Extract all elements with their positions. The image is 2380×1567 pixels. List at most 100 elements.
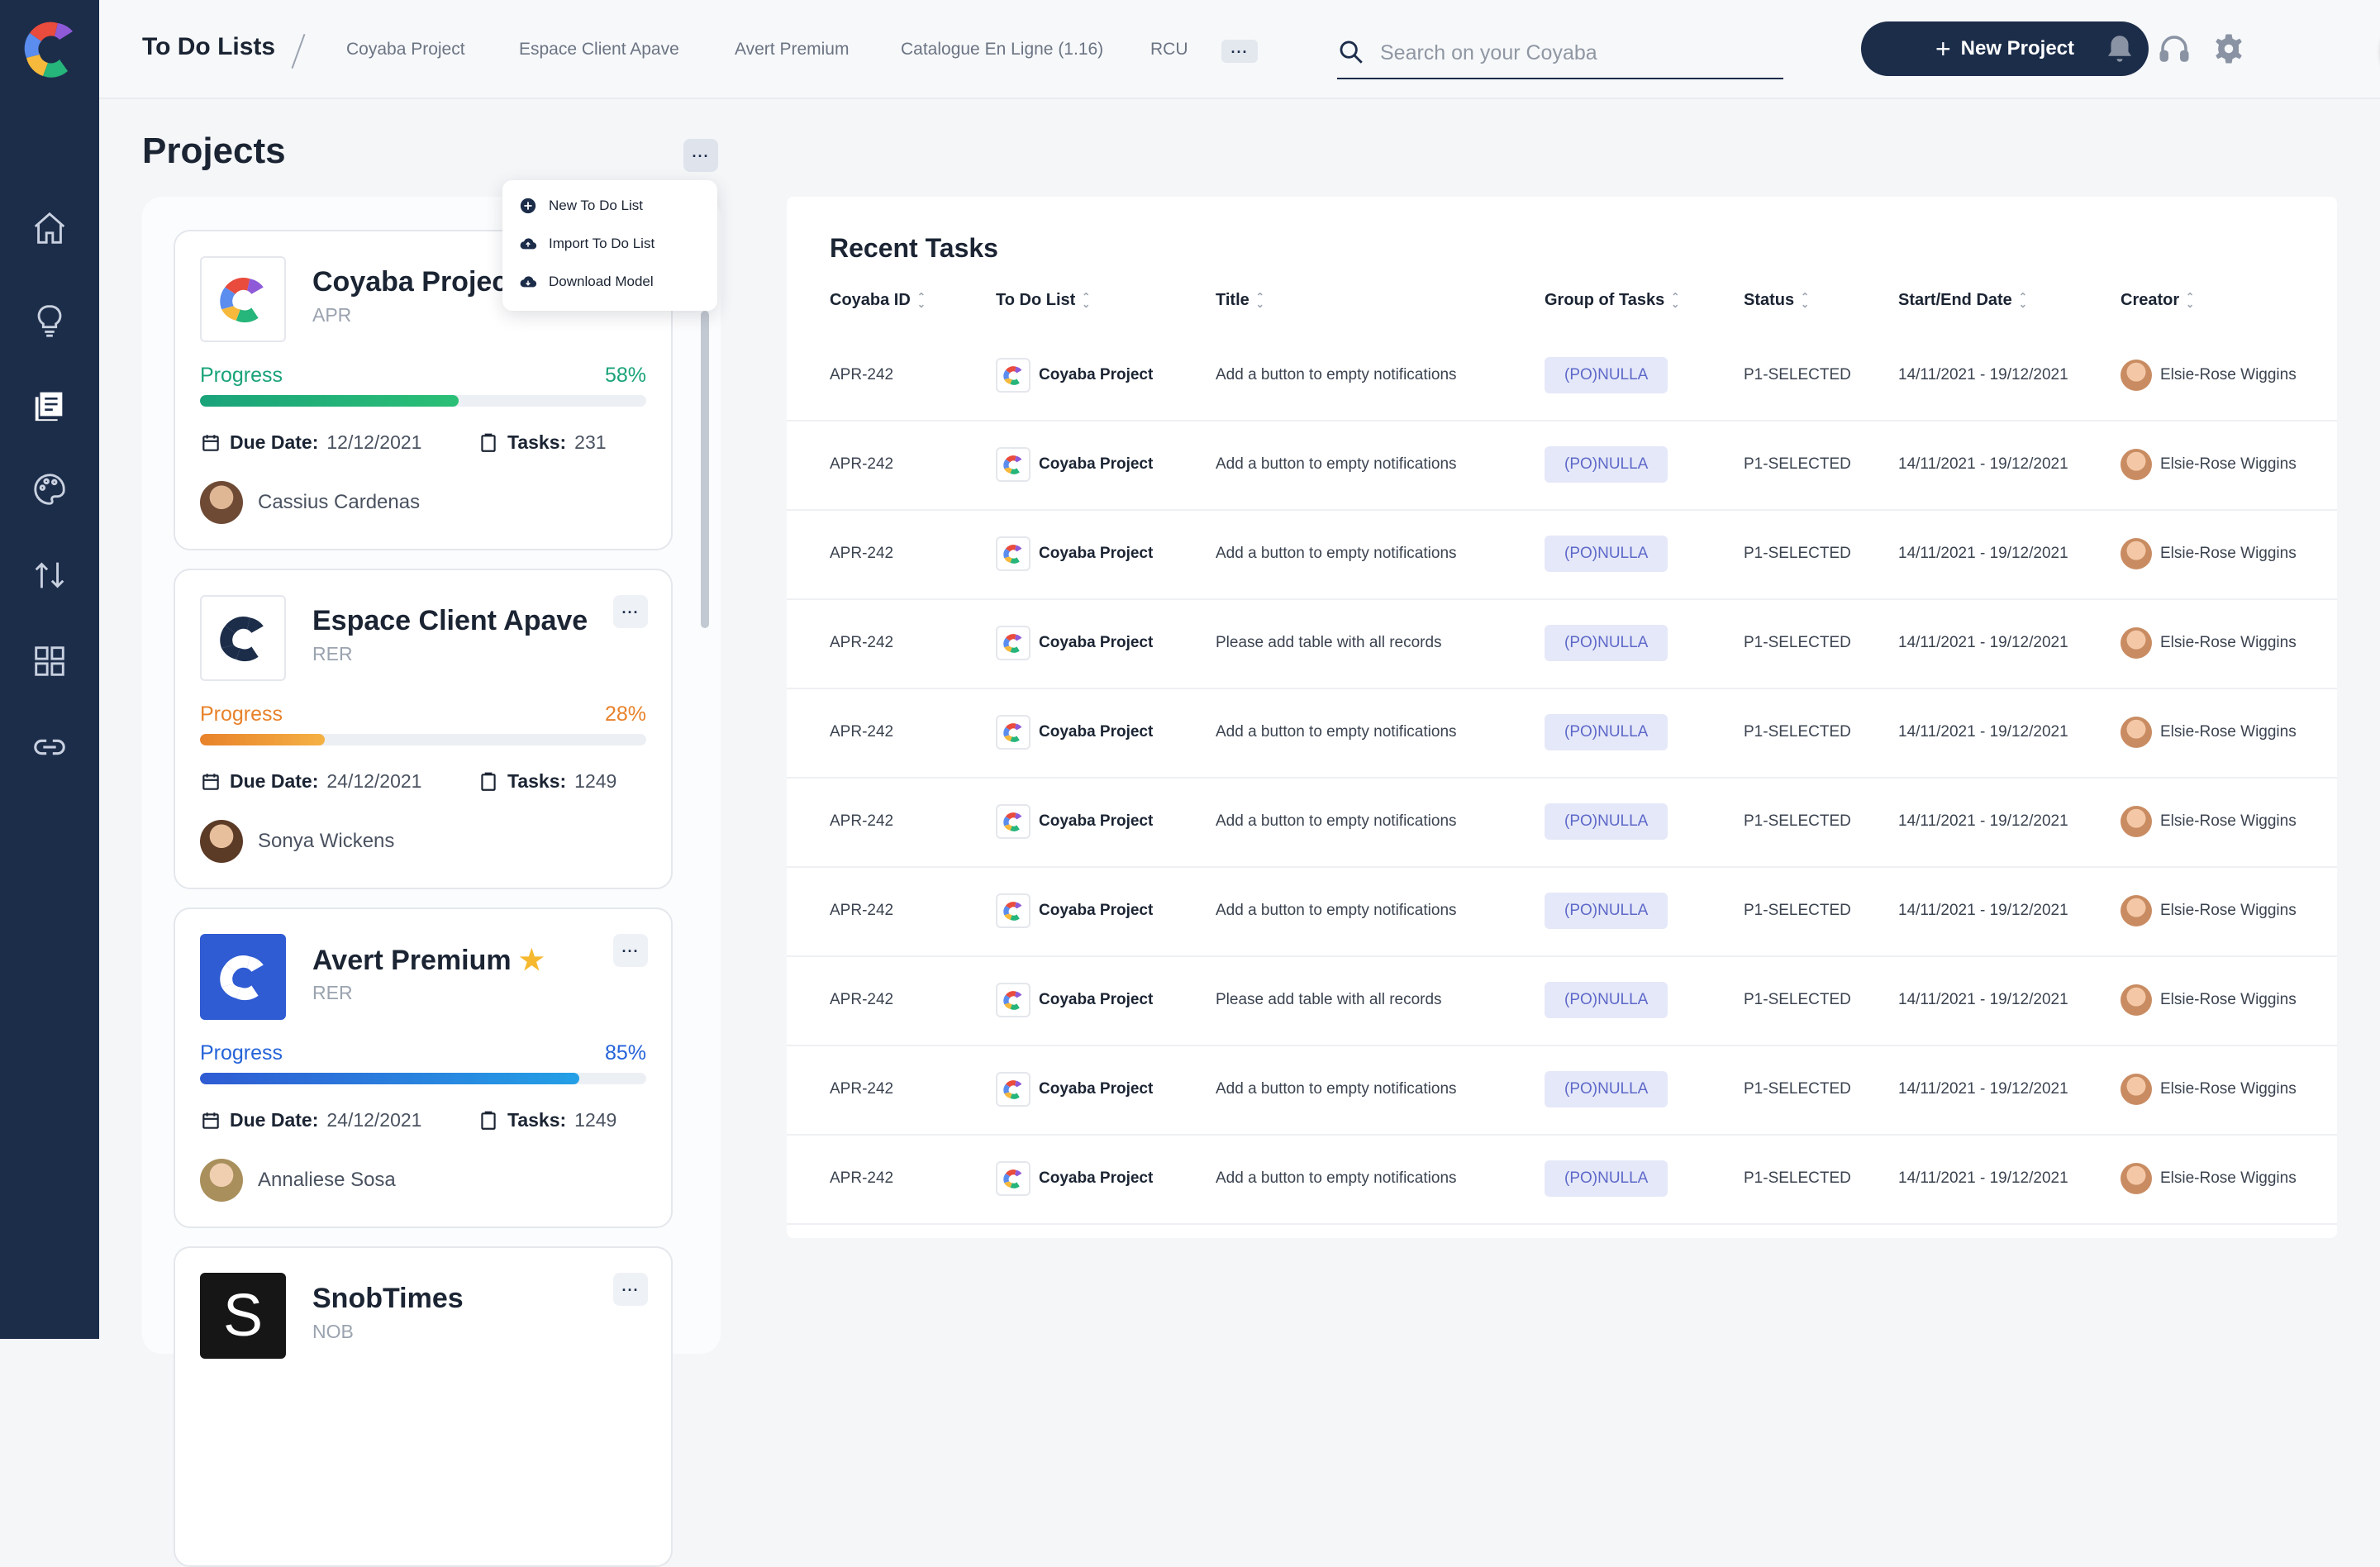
- project-card-avert-premium[interactable]: Avert Premium ★ RER ... Progress 85% Due…: [174, 907, 673, 1228]
- link-icon[interactable]: [28, 726, 71, 769]
- column-header-group-of-tasks[interactable]: Group of Tasks ⌃ ⌄: [1545, 291, 1679, 310]
- palette-icon[interactable]: [28, 468, 71, 511]
- column-header-creator[interactable]: Creator ⌃ ⌄: [2121, 291, 2194, 310]
- project-name: Avert Premium ★: [312, 944, 545, 977]
- table-row[interactable]: APR-242 Coyaba Project Please add table …: [787, 598, 2337, 689]
- column-header-dates[interactable]: Start/End Date ⌃ ⌄: [1898, 291, 2027, 310]
- task-title[interactable]: Add a button to empty notifications: [1216, 812, 1457, 830]
- table-row[interactable]: APR-242 Coyaba Project Add a button to e…: [787, 866, 2337, 957]
- home-icon[interactable]: [28, 207, 71, 250]
- task-group: (PO)NULLA: [1545, 598, 1668, 688]
- table-row[interactable]: APR-242 Coyaba Project Please add table …: [787, 955, 2337, 1046]
- task-todo-list[interactable]: Coyaba Project: [996, 955, 1153, 1045]
- project-logo: [200, 256, 286, 342]
- projects-more-button[interactable]: ...: [683, 139, 718, 172]
- table-row[interactable]: APR-242 Coyaba Project Add a button to e…: [787, 777, 2337, 868]
- grid-icon[interactable]: [28, 640, 71, 683]
- table-row[interactable]: APR-242 Coyaba Project Add a button to e…: [787, 688, 2337, 779]
- group-badge[interactable]: (PO)NULLA: [1545, 446, 1668, 483]
- table-row[interactable]: APR-242 Coyaba Project Add a button to e…: [787, 420, 2337, 511]
- task-todo-list[interactable]: Coyaba Project: [996, 1134, 1153, 1223]
- tab-avert-premium[interactable]: Avert Premium: [735, 40, 850, 59]
- tab-rcu[interactable]: RCU: [1150, 40, 1188, 59]
- clipboard-icon: [481, 772, 496, 791]
- lightbulb-icon[interactable]: [28, 299, 71, 342]
- todo-list-name: Coyaba Project: [1039, 1080, 1154, 1098]
- tasks-value: 1249: [574, 1109, 617, 1131]
- todo-list-name: Coyaba Project: [1039, 723, 1154, 741]
- task-todo-list[interactable]: Coyaba Project: [996, 1045, 1153, 1134]
- transfer-icon[interactable]: [28, 554, 71, 597]
- avatar: [2121, 360, 2152, 391]
- task-title[interactable]: Add a button to empty notifications: [1216, 723, 1457, 741]
- card-more-button[interactable]: ...: [613, 595, 648, 628]
- project-card-espace-client-apave[interactable]: Espace Client Apave RER ... Progress 28%…: [174, 569, 673, 889]
- list-icon[interactable]: [28, 383, 71, 426]
- column-header-coyaba-id[interactable]: Coyaba ID ⌃ ⌄: [830, 291, 926, 310]
- table-row[interactable]: APR-242 Coyaba Project Add a button to e…: [787, 509, 2337, 600]
- task-todo-list[interactable]: Coyaba Project: [996, 331, 1153, 420]
- column-header-title[interactable]: Title ⌃ ⌄: [1216, 291, 1264, 310]
- task-title[interactable]: Please add table with all records: [1216, 634, 1442, 651]
- table-row[interactable]: APR-242 Coyaba Project Add a button to e…: [787, 1134, 2337, 1225]
- todo-list-name: Coyaba Project: [1039, 366, 1154, 383]
- star-icon[interactable]: ★: [519, 945, 545, 976]
- progress-fill: [200, 395, 459, 407]
- menu-item-label: Download Model: [549, 274, 654, 289]
- table-row[interactable]: APR-242 Coyaba Project Add a button to e…: [787, 1045, 2337, 1136]
- new-project-label: New Project: [1960, 37, 2075, 60]
- tab-catalogue-en-ligne[interactable]: Catalogue En Ligne (1.16): [901, 40, 1104, 59]
- new-project-button[interactable]: + New Project: [1861, 21, 2149, 76]
- menu-download-model[interactable]: Download Model: [519, 273, 654, 291]
- task-todo-list[interactable]: Coyaba Project: [996, 866, 1153, 955]
- card-more-button[interactable]: ...: [613, 934, 648, 967]
- task-title[interactable]: Add a button to empty notifications: [1216, 455, 1457, 473]
- more-tabs-button[interactable]: ...: [1221, 40, 1258, 63]
- group-badge[interactable]: (PO)NULLA: [1545, 625, 1668, 661]
- tasks-label: Tasks:: [507, 770, 567, 792]
- menu-new-todo-list[interactable]: New To Do List: [519, 197, 643, 215]
- table-row[interactable]: APR-242 Coyaba Project Add a button to e…: [787, 331, 2337, 422]
- column-label: Creator: [2121, 291, 2180, 309]
- task-title[interactable]: Add a button to empty notifications: [1216, 1169, 1457, 1187]
- task-title[interactable]: Add a button to empty notifications: [1216, 545, 1457, 562]
- projects-scrollbar[interactable]: [701, 311, 709, 628]
- project-name-text: Avert Premium: [312, 945, 512, 976]
- search-input[interactable]: [1378, 36, 1770, 69]
- task-todo-list[interactable]: Coyaba Project: [996, 777, 1153, 866]
- task-dates: 14/11/2021 - 19/12/2021: [1898, 366, 2068, 383]
- more-icon: ...: [1230, 40, 1249, 56]
- group-badge[interactable]: (PO)NULLA: [1545, 357, 1668, 393]
- group-badge[interactable]: (PO)NULLA: [1545, 714, 1668, 750]
- more-icon: ...: [692, 144, 710, 160]
- menu-import-todo-list[interactable]: Import To Do List: [519, 235, 654, 253]
- projects-dropdown-menu: New To Do List Import To Do List Downloa…: [502, 180, 717, 311]
- task-status: P1-SELECTED: [1744, 366, 1851, 383]
- task-title[interactable]: Add a button to empty notifications: [1216, 366, 1457, 383]
- group-badge[interactable]: (PO)NULLA: [1545, 982, 1668, 1018]
- task-id: APR-242: [830, 366, 894, 383]
- card-more-button[interactable]: ...: [613, 1273, 648, 1306]
- headphones-icon[interactable]: [2157, 31, 2192, 66]
- task-todo-list[interactable]: Coyaba Project: [996, 509, 1153, 598]
- tab-coyaba-project[interactable]: Coyaba Project: [346, 40, 465, 59]
- group-badge[interactable]: (PO)NULLA: [1545, 1071, 1668, 1107]
- tab-espace-client-apave[interactable]: Espace Client Apave: [519, 40, 679, 59]
- bell-icon[interactable]: [2102, 31, 2137, 66]
- group-badge[interactable]: (PO)NULLA: [1545, 893, 1668, 929]
- task-title[interactable]: Please add table with all records: [1216, 991, 1442, 1008]
- task-title[interactable]: Add a button to empty notifications: [1216, 1080, 1457, 1098]
- gear-icon[interactable]: [2211, 31, 2246, 66]
- task-todo-list[interactable]: Coyaba Project: [996, 598, 1153, 688]
- task-todo-list[interactable]: Coyaba Project: [996, 420, 1153, 509]
- coyaba-logo[interactable]: [21, 17, 78, 81]
- project-card-snobtimes[interactable]: S SnobTimes NOB ...: [174, 1246, 673, 1567]
- group-badge[interactable]: (PO)NULLA: [1545, 803, 1668, 840]
- column-header-status[interactable]: Status ⌃ ⌄: [1744, 291, 1809, 310]
- group-badge[interactable]: (PO)NULLA: [1545, 1160, 1668, 1197]
- column-header-todo-list[interactable]: To Do List ⌃ ⌄: [996, 291, 1090, 310]
- sort-icon: ⌃ ⌄: [1255, 291, 1264, 310]
- group-badge[interactable]: (PO)NULLA: [1545, 536, 1668, 572]
- task-todo-list[interactable]: Coyaba Project: [996, 688, 1153, 777]
- task-title[interactable]: Add a button to empty notifications: [1216, 902, 1457, 919]
